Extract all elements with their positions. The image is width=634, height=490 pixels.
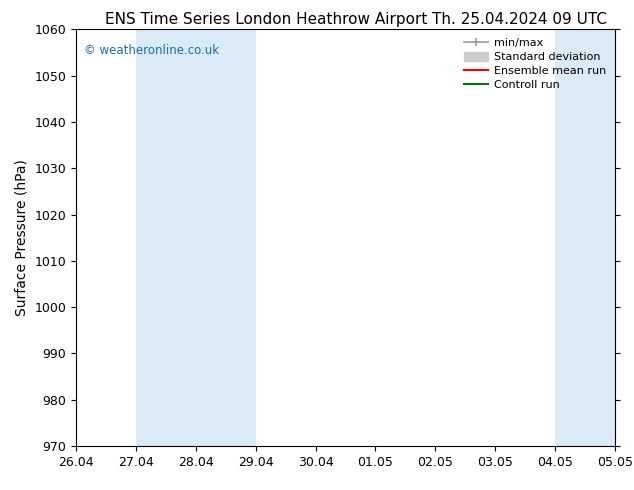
Text: ENS Time Series London Heathrow Airport: ENS Time Series London Heathrow Airport — [105, 12, 427, 27]
Text: © weatheronline.co.uk: © weatheronline.co.uk — [84, 44, 219, 57]
Text: Th. 25.04.2024 09 UTC: Th. 25.04.2024 09 UTC — [432, 12, 607, 27]
Bar — [136, 29, 256, 446]
Bar — [555, 29, 634, 446]
Legend: min/max, Standard deviation, Ensemble mean run, Controll run: min/max, Standard deviation, Ensemble me… — [460, 35, 609, 94]
Y-axis label: Surface Pressure (hPa): Surface Pressure (hPa) — [15, 159, 29, 316]
